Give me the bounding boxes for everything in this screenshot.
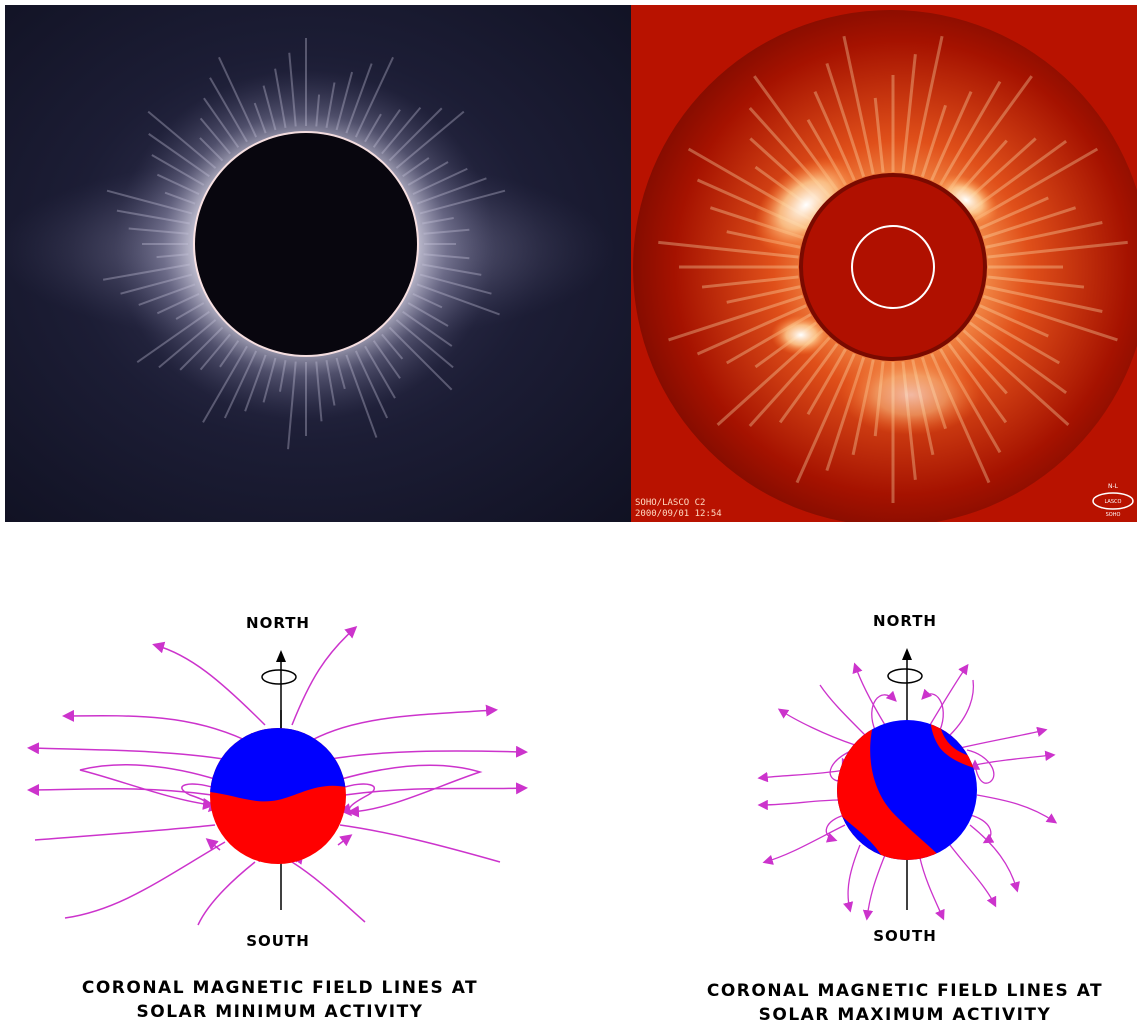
- rotation-icon-max: [887, 668, 923, 684]
- sun-globe-max: [837, 720, 977, 860]
- solar-limb-circle: [851, 225, 935, 309]
- caption-min: CORONAL MAGNETIC FIELD LINES AT SOLAR MI…: [20, 976, 540, 1024]
- field-lines-min: [27, 625, 528, 926]
- moon-disk: [195, 133, 417, 355]
- north-label-max: NORTH: [873, 612, 937, 630]
- axis-arrow-min: [276, 650, 286, 662]
- timestamp-label: 2000/09/01 12:54: [635, 509, 722, 519]
- eclipse-illustration: [5, 5, 631, 522]
- lasco-caption: SOHO/LASCO C2 2000/09/01 12:54: [635, 498, 722, 520]
- magnetic-field-lines-min: [27, 625, 528, 926]
- lasco-logo: N-L LASCO SOHO: [1092, 483, 1134, 518]
- south-label-max: SOUTH: [873, 927, 937, 945]
- caption-min-line1: CORONAL MAGNETIC FIELD LINES AT: [81, 978, 479, 998]
- svg-text:LASCO: LASCO: [1105, 499, 1122, 505]
- magnetic-field-lines-max: [757, 662, 1058, 921]
- svg-text:SOHO: SOHO: [1106, 512, 1121, 518]
- eclipse-photo: [5, 5, 631, 522]
- solar-maximum-diagram: [735, 600, 1075, 930]
- lasco-coronagraph-image: N-L LASCO SOHO SOHO/LASCO C2 2000/09/01 …: [631, 5, 1137, 522]
- caption-max: CORONAL MAGNETIC FIELD LINES AT SOLAR MA…: [680, 979, 1130, 1027]
- instrument-label: SOHO/LASCO C2: [635, 498, 706, 508]
- sun-globe-min: [210, 728, 346, 864]
- caption-min-line2: SOLAR MINIMUM ACTIVITY: [136, 1002, 424, 1022]
- svg-text:N-L: N-L: [1108, 483, 1119, 490]
- lasco-illustration: N-L LASCO SOHO: [631, 5, 1137, 522]
- caption-max-line2: SOLAR MAXIMUM ACTIVITY: [758, 1005, 1052, 1025]
- north-label-min: NORTH: [246, 614, 310, 632]
- solar-minimum-diagram: [20, 600, 540, 930]
- occulter-disk: [799, 173, 987, 361]
- south-label-min: SOUTH: [246, 932, 310, 950]
- caption-max-line1: CORONAL MAGNETIC FIELD LINES AT: [706, 981, 1104, 1001]
- field-lines-max: [757, 648, 1058, 921]
- rotation-icon-min: [261, 669, 297, 685]
